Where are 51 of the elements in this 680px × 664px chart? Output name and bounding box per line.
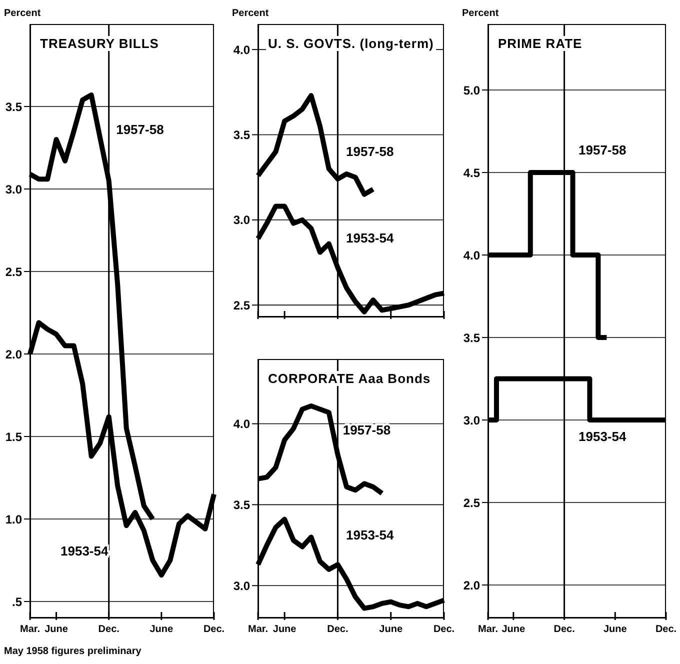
x-tick-label: Dec. [327, 624, 348, 635]
y-tick-label: 4.0 [233, 42, 250, 57]
x-tick-label: June [502, 624, 526, 635]
y-axis-title: Percent [232, 8, 269, 19]
x-tick-label: Dec. [554, 624, 576, 635]
y-tick-label: 2.5 [5, 264, 22, 279]
y-tick-label: 2.0 [463, 578, 480, 592]
y-tick-label: 1.0 [5, 512, 22, 526]
series-label: 1957-58 [578, 142, 626, 158]
y-tick-label: 2.0 [5, 347, 22, 362]
y-tick-label: 3.0 [233, 578, 250, 593]
x-tick-label: Dec. [98, 624, 120, 635]
y-tick-label: 1.5 [5, 430, 22, 444]
y-tick-label: 3.5 [233, 498, 250, 512]
x-tick-label: Dec. [433, 624, 455, 635]
y-tick-label: 2.5 [463, 496, 480, 510]
x-tick-label: Dec. [655, 624, 677, 635]
series-label: 1953-54 [346, 527, 394, 542]
x-tick-label: Mar. [478, 624, 498, 635]
x-tick-label: June [44, 624, 68, 635]
x-tick-label: Mar. [248, 624, 268, 635]
text: PRIME RATE [496, 36, 584, 51]
x-tick-label: June [150, 624, 174, 635]
y-tick-label: 4.5 [463, 166, 480, 180]
y-tick-label: 3.0 [463, 413, 480, 428]
series-label: 1957-58 [116, 122, 164, 137]
series-label: 1953-54 [346, 230, 394, 246]
text: May 1958 figures preliminary [4, 646, 142, 657]
x-tick-label: June [603, 624, 628, 635]
y-tick-label: 3.5 [463, 330, 480, 345]
y-tick-label: .5 [12, 594, 22, 609]
y-tick-label: 5.0 [463, 83, 480, 98]
series-label: 1957-58 [342, 422, 391, 438]
x-tick-label: June [272, 624, 297, 635]
y-tick-label: 4.0 [463, 248, 480, 262]
y-tick-label: 3.5 [5, 100, 22, 114]
x-tick-label: Dec. [203, 624, 225, 635]
y-tick-label: 2.5 [233, 298, 250, 312]
series-label: 1953-54 [578, 428, 627, 444]
y-axis-title: Percent [462, 8, 499, 19]
x-tick-label: June [379, 624, 403, 635]
text: CORPORATE Aaa Bonds [266, 371, 433, 386]
y-tick-label: 4.0 [233, 417, 250, 432]
y-tick-label: 3.0 [233, 213, 250, 228]
y-axis-title: Percent [4, 8, 41, 19]
y-tick-label: 3.0 [5, 182, 22, 196]
y-tick-label: 3.5 [233, 128, 250, 142]
text: U. S. GOVTS. (long-term) [266, 36, 436, 51]
series-label: 1957-58 [346, 144, 394, 160]
text: TREASURY BILLS [38, 36, 161, 51]
x-tick-label: Mar. [20, 624, 40, 635]
